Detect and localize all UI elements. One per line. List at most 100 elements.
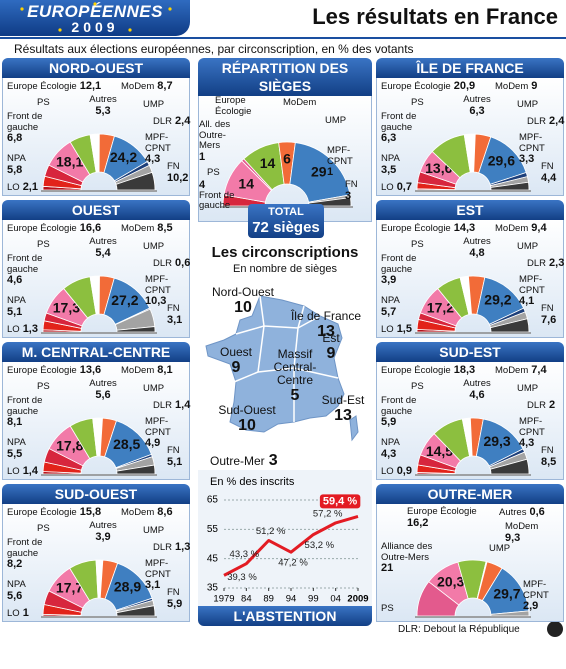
segment-label: Autres 6,3 xyxy=(457,94,497,116)
category-name: Alliance des Outre-Mers xyxy=(381,541,433,563)
category-name: MPF-CPNT xyxy=(327,145,353,167)
segment-value: 3 xyxy=(345,189,352,202)
category-name: MPF-CPNT xyxy=(519,416,545,438)
category-name: Europe Écologie xyxy=(215,95,252,117)
hemicycle: 14,529,3 xyxy=(415,417,531,476)
category-name: NPA xyxy=(381,437,400,448)
category-name: Front de gauche xyxy=(7,395,43,417)
segment-value: 4,9 xyxy=(145,437,161,449)
category-name: LO xyxy=(381,466,394,477)
segment-value: 8,1 xyxy=(157,364,173,376)
segment-label: LO 2,1 xyxy=(7,182,67,194)
segment-value: 8,1 xyxy=(7,416,23,428)
panel-title: ÎLE DE FRANCE xyxy=(376,58,564,78)
segment-label: FN 5,1 xyxy=(167,445,193,467)
category-name: NPA xyxy=(381,153,400,164)
segment-value: 29,7 xyxy=(493,586,520,602)
hemicycle: 17,7 28,9 xyxy=(41,559,157,618)
segment-label: LO 1,4 xyxy=(7,466,67,478)
segment-value: 27,2 xyxy=(111,292,138,308)
panel: SUD-OUEST 17,7 28,9 LO 1 NPA 5,6 Front de gauch… xyxy=(2,484,190,622)
x-tick-label: 1979 xyxy=(213,594,234,605)
category-name: MPF-CPNT xyxy=(145,558,171,580)
category-name: Autres xyxy=(89,378,117,389)
segment-label: PS xyxy=(37,381,67,393)
panel: NORD-OUEST 18,1 24,2 LO 2,1 NPA 5,8 Front de ga… xyxy=(2,58,190,196)
logo: EUROPÉENNES 2009 xyxy=(0,0,190,36)
segment-label: UMP xyxy=(517,383,557,395)
category-name: UMP xyxy=(325,115,347,126)
panel: ÎLE DE FRANCE 13,6 29,6 LO 0,7 NPA 3,5 Front de… xyxy=(376,58,564,196)
category-name: UMP xyxy=(143,241,165,252)
segment-label: NPA 5,5 xyxy=(7,437,37,459)
segment-value: 14,3 xyxy=(453,222,476,234)
segment-value: 17,8 xyxy=(56,437,83,453)
category-name: UMP xyxy=(143,383,165,394)
segment-value: 3,9 xyxy=(381,274,397,286)
category-name: MoDem xyxy=(495,365,529,376)
segment-value: 9,4 xyxy=(531,222,547,234)
page-subtitle: Résultats aux élections européennes, par… xyxy=(14,42,414,56)
segment-value: 29 xyxy=(311,163,327,179)
segment-label: Front de gauche 5,9 xyxy=(381,395,425,428)
segment-label: LO 0,9 xyxy=(381,466,441,478)
segment-label: DLR 2,4 xyxy=(527,116,566,128)
category-name: PS xyxy=(411,239,424,250)
segment-value: 5,8 xyxy=(7,163,23,176)
segment-value: 1 xyxy=(22,607,29,619)
category-name: DLR xyxy=(153,258,173,269)
segment-label: Europe Écologie 14,3 xyxy=(381,223,511,235)
segment-label: MPF-CPNT 4,3 xyxy=(519,416,565,449)
hemicycle-segment xyxy=(116,464,156,475)
segment-label: FN 10,2 xyxy=(167,161,193,183)
segment-label: DLR 0,6 xyxy=(153,258,193,270)
segment-label: NPA 5,8 xyxy=(7,153,37,176)
segment-value: 10,3 xyxy=(145,295,167,307)
segment-label: Autres 0,6 xyxy=(499,507,565,519)
segment-value: 16,2 xyxy=(407,516,429,529)
segment-value: 4,6 xyxy=(469,388,485,401)
abstention-line xyxy=(223,514,359,577)
segment-label: NPA 5,1 xyxy=(7,295,37,318)
segment-label: PS xyxy=(207,167,227,179)
region-name: Est xyxy=(322,331,340,345)
segment-value: 3,5 xyxy=(381,163,397,176)
segment-label: MPF-CPNT 3,1 xyxy=(145,558,191,591)
segment-value: 1,4 xyxy=(175,399,191,411)
category-name: MPF-CPNT xyxy=(519,274,545,296)
category-name: Europe Écologie xyxy=(381,365,451,376)
segment-value: 1 xyxy=(199,150,206,163)
segment-value: 5,1 xyxy=(7,305,23,318)
segment-label: Europe Écologie 18,3 xyxy=(381,365,511,377)
segment-value: 16,6 xyxy=(79,222,102,234)
category-name: PS xyxy=(411,381,424,392)
category-name: DLR xyxy=(153,542,173,553)
category-name: PS xyxy=(381,603,394,614)
panel-body: 17,8 28,5 LO 1,4 NPA 5,5 Front de gauche 8,1 PS E… xyxy=(2,362,190,480)
category-name: Autres xyxy=(463,236,491,247)
segment-label: MPF-CPNT 10,3 xyxy=(145,274,191,307)
total-value: 72 sièges xyxy=(252,219,320,236)
segment-value: 5,6 xyxy=(7,589,23,602)
map-corsica xyxy=(349,415,359,442)
segment-label: MPF-CPNT 4,9 xyxy=(145,416,191,449)
category-name: MPF-CPNT xyxy=(519,132,545,154)
segment-value: 17,3 xyxy=(53,300,80,316)
segment-label: Autres 4,6 xyxy=(457,378,497,401)
label-box xyxy=(319,494,361,509)
segment-value: 9 xyxy=(531,80,538,92)
segment-label: MoDem 8,1 xyxy=(121,365,191,377)
panel-body: 17,7 28,9 LO 1 NPA 5,6 Front de gauche 8,2 PS Eur… xyxy=(2,504,190,622)
segment-value: 18,3 xyxy=(453,364,476,376)
segment-value: 1,3 xyxy=(175,541,191,553)
panel-body: 17,2 29,2 LO 1,5 NPA 5,7 Front de gauche 3,9 PS E… xyxy=(376,220,564,338)
segment-value: 5,9 xyxy=(381,416,397,428)
category-name: Europe Écologie xyxy=(7,365,77,376)
chart-subtitle: En % des inscrits xyxy=(210,476,295,488)
segment-label: LO 1 xyxy=(7,608,67,620)
category-name: MoDem xyxy=(495,81,529,92)
category-name: All. des Outre-Mers xyxy=(199,119,231,151)
map-borders xyxy=(233,295,339,422)
panel-title: M. CENTRAL-CENTRE xyxy=(2,342,190,362)
segment-label: MoDem 9 xyxy=(495,81,565,93)
